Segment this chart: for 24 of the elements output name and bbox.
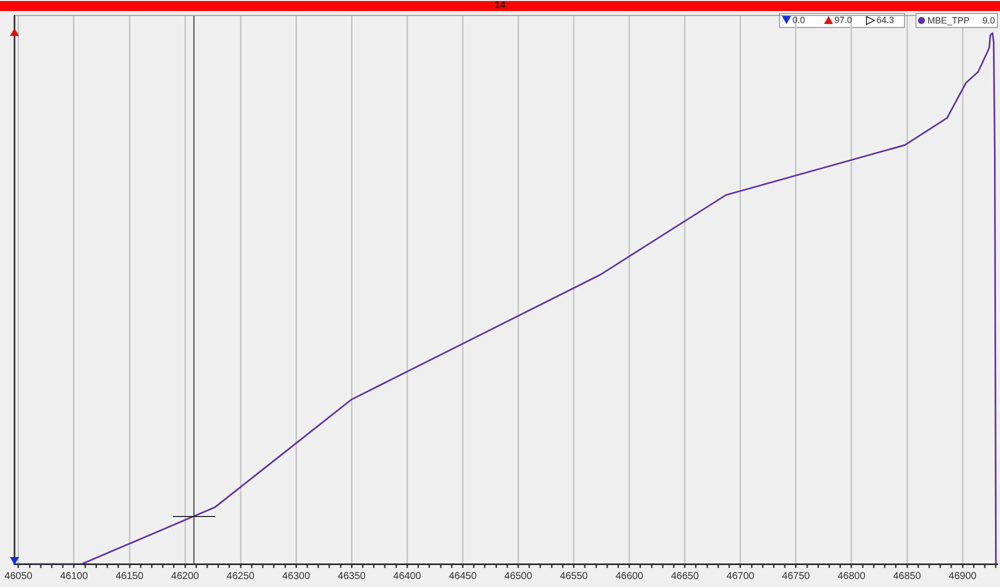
legend-label: MBE_TPP <box>927 15 970 26</box>
x-tick-label: 46100 <box>60 570 88 582</box>
x-tick-label: 46900 <box>948 570 977 582</box>
text: 64.3 <box>876 15 894 26</box>
x-tick-label: 46050 <box>4 570 33 582</box>
x-tick-label: 46450 <box>448 570 478 582</box>
text: 9.0 <box>982 15 995 26</box>
x-tick-label: 46550 <box>560 570 588 582</box>
x-tick-label: 46600 <box>615 570 644 582</box>
x-tick-label: 46300 <box>282 570 310 582</box>
text: 97.0 <box>834 15 852 26</box>
x-tick-label: 46700 <box>726 570 755 582</box>
x-tick-label: 46850 <box>893 570 922 582</box>
x-tick-label: 46200 <box>171 570 200 582</box>
x-tick-label: 46400 <box>393 570 422 582</box>
x-tick-label: 46250 <box>226 570 255 582</box>
x-tick-label: 46750 <box>782 570 810 582</box>
x-tick-label: 46500 <box>504 570 533 582</box>
x-tick-label: 46800 <box>838 570 866 582</box>
x-tick-label: 46650 <box>670 570 700 582</box>
x-tick-label: 46350 <box>338 570 366 582</box>
chart-title: 14 <box>494 0 506 11</box>
text: 0.0 <box>792 15 805 26</box>
x-tick-label: 46150 <box>116 570 144 582</box>
